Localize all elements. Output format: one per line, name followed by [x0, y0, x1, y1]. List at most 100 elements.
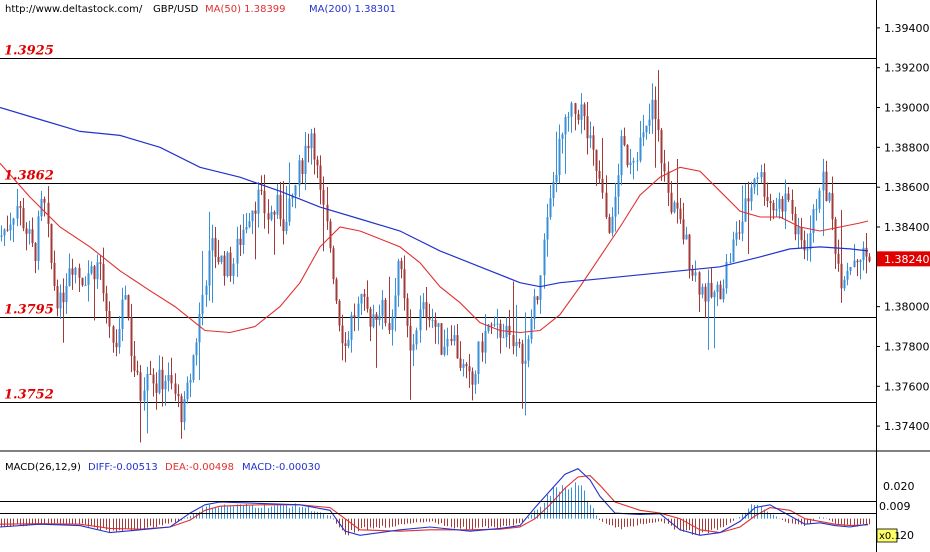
price-tick-7: 1.38000 — [884, 301, 930, 314]
candle-body-85 — [263, 190, 266, 214]
candle-body-190 — [589, 135, 592, 139]
candle-body-45 — [139, 372, 142, 401]
macd-tick-0020: 0.020 — [883, 480, 915, 493]
candle-body-137 — [425, 302, 428, 318]
candle-body-262 — [812, 209, 815, 234]
candle-body-21 — [65, 285, 68, 303]
candle-body-167 — [518, 342, 521, 344]
candle-body-124 — [384, 300, 387, 324]
candle-body-275 — [853, 260, 856, 268]
candle-body-65 — [201, 294, 204, 315]
candle-body-81 — [251, 210, 254, 222]
candle-body-40 — [124, 295, 127, 300]
candle-body-96 — [298, 160, 301, 186]
macd-value-label: MACD:-0.00030 — [242, 462, 320, 473]
candle-body-191 — [592, 135, 595, 150]
candle-body-200 — [620, 136, 623, 176]
candle-body-77 — [239, 238, 242, 245]
candle-body-255 — [791, 199, 794, 214]
ma200-label: MA(200) 1.38301 — [309, 4, 396, 15]
candle-body-25 — [78, 267, 81, 278]
candle-body-47 — [146, 373, 149, 391]
candle-body-37 — [115, 342, 118, 348]
candle-body-150 — [465, 364, 468, 367]
candle-body-34 — [105, 293, 108, 312]
candle-body-266 — [825, 171, 828, 201]
candle-body-36 — [112, 326, 115, 343]
site-url[interactable]: http://www.deltastock.com/ — [5, 4, 143, 15]
price-pane[interactable] — [0, 0, 876, 450]
ma200-line — [0, 106, 869, 288]
candle-body-98 — [304, 145, 307, 175]
candle-body-92 — [285, 221, 288, 232]
candle-body-80 — [248, 221, 251, 227]
candle-body-192 — [595, 149, 598, 171]
candle-body-202 — [626, 145, 629, 166]
candle-body-14 — [43, 198, 46, 203]
zoom-badge[interactable] — [876, 528, 898, 543]
candle-body-180 — [558, 138, 561, 175]
candle-body-135 — [419, 309, 422, 331]
candle-body-252 — [781, 198, 784, 212]
candle-body-264 — [818, 190, 821, 209]
candle-body-88 — [273, 211, 276, 215]
candle-body-237 — [735, 232, 738, 240]
candle-body-24 — [74, 267, 77, 275]
level-label-2: 1.3795 — [4, 303, 54, 318]
candle-body-131 — [406, 298, 409, 326]
candle-body-256 — [794, 213, 797, 235]
candle-body-106 — [329, 221, 332, 249]
candle-body-204 — [632, 160, 635, 163]
candle-body-7 — [22, 207, 25, 229]
candle-body-30 — [93, 266, 96, 280]
candle-body-91 — [282, 219, 285, 232]
price-tick-3: 1.38800 — [884, 141, 930, 154]
candle-body-189 — [586, 116, 589, 139]
candle-body-218 — [676, 202, 679, 209]
candle-body-270 — [837, 253, 840, 264]
price-axis: 1.39400 1.39200 1.39000 1.38800 1.38600 1.384… — [876, 22, 930, 433]
zoom-label[interactable]: x0.1 — [879, 531, 901, 542]
level-labels: 1.3925 1.3862 1.3795 1.3752 — [4, 44, 54, 403]
candle-body-138 — [428, 317, 431, 321]
candle-body-153 — [474, 374, 477, 385]
candle-body-246 — [763, 172, 766, 197]
candle-body-139 — [431, 319, 434, 321]
candle-body-238 — [738, 232, 741, 234]
candle-body-57 — [177, 393, 180, 397]
candle-body-233 — [722, 288, 725, 300]
candle-body-61 — [189, 379, 192, 383]
candle-body-107 — [332, 248, 335, 280]
candle-body-69 — [214, 238, 217, 257]
candle-body-123 — [381, 300, 384, 316]
candle-body-244 — [756, 177, 759, 179]
candle-body-83 — [257, 189, 260, 214]
candle-body-278 — [862, 247, 865, 261]
price-tick-0: 1.39400 — [884, 22, 930, 35]
candle-body-112 — [347, 339, 350, 346]
candle-body-18 — [56, 286, 59, 309]
candle-body-221 — [685, 234, 688, 240]
candle-body-195 — [605, 192, 608, 218]
candle-body-78 — [242, 229, 245, 245]
candle-body-152 — [471, 371, 474, 385]
candle-body-97 — [301, 160, 304, 175]
candle-body-121 — [375, 314, 378, 320]
candle-body-176 — [546, 217, 549, 240]
macd-diff-label: DIFF:-0.00513 — [88, 462, 158, 473]
candle-body-113 — [350, 315, 353, 340]
candle-body-207 — [642, 132, 645, 138]
ma50-label: MA(50) 1.38399 — [205, 4, 286, 15]
candle-body-226 — [701, 286, 704, 295]
candle-body-160 — [496, 323, 499, 325]
candle-body-66 — [205, 285, 208, 295]
candle-body-276 — [856, 260, 859, 263]
candle-body-166 — [515, 342, 518, 347]
candle-body-171 — [530, 319, 533, 339]
candle-body-102 — [316, 159, 319, 166]
symbol-label: GBP/USD — [153, 4, 199, 15]
candle-body-79 — [245, 226, 248, 230]
candle-body-274 — [849, 267, 852, 271]
candle-body-4 — [12, 218, 15, 225]
